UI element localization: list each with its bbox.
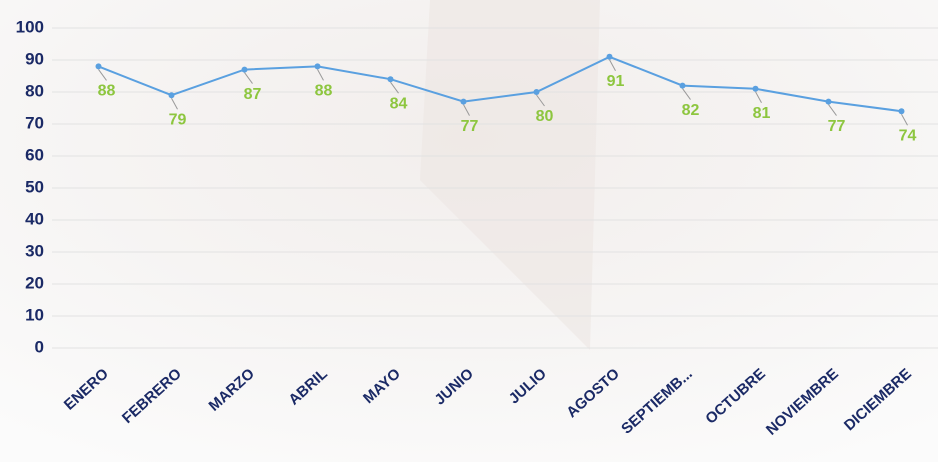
- point: [898, 108, 905, 115]
- y-tick-label: 100: [16, 17, 44, 36]
- leader-line: [682, 88, 691, 100]
- leader-line: [317, 69, 324, 81]
- data-label: 77: [828, 118, 846, 135]
- point: [460, 98, 467, 105]
- point: [314, 63, 321, 70]
- y-tick-label: 80: [25, 81, 44, 100]
- background-shape: [420, 0, 600, 350]
- data-label: 87: [244, 86, 262, 103]
- point: [387, 76, 394, 83]
- point: [241, 66, 248, 73]
- leader-line: [98, 69, 107, 81]
- y-tick-label: 60: [25, 145, 44, 164]
- data-label: 81: [753, 105, 771, 122]
- leader-line: [390, 81, 399, 94]
- leader-line: [463, 104, 470, 116]
- point: [679, 82, 686, 89]
- data-label: 74: [899, 127, 917, 144]
- leader-line: [244, 72, 253, 84]
- y-tick-label: 70: [25, 113, 44, 132]
- y-tick-label: 90: [25, 49, 44, 68]
- leader-line: [901, 113, 908, 126]
- point: [95, 63, 102, 70]
- y-tick-label: 50: [25, 177, 44, 196]
- data-label: 88: [98, 83, 116, 100]
- y-tick-label: 10: [25, 305, 44, 324]
- leader-line: [609, 59, 616, 72]
- data-label: 79: [169, 111, 187, 128]
- y-tick-label: 20: [25, 273, 44, 292]
- y-tick-label: 0: [35, 337, 44, 356]
- leader-line: [828, 104, 837, 116]
- data-label: 84: [390, 95, 408, 112]
- data-label: 88: [315, 83, 333, 100]
- point: [533, 89, 540, 95]
- point: [168, 92, 175, 99]
- data-label: 77: [461, 118, 479, 135]
- y-tick-label: 40: [25, 209, 44, 228]
- point: [606, 53, 613, 60]
- data-label: 82: [682, 102, 700, 119]
- y-tick-label: 30: [25, 241, 44, 260]
- line: [98, 55, 902, 113]
- leader-line: [171, 97, 178, 110]
- leader-line: [536, 94, 545, 107]
- data-label: 80: [536, 108, 554, 125]
- point: [752, 85, 759, 92]
- point: [825, 98, 832, 105]
- leader-line: [755, 91, 762, 104]
- data-label: 91: [607, 73, 625, 90]
